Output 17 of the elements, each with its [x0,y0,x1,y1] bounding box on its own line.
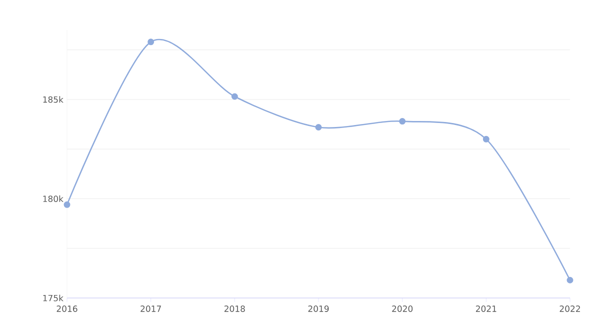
point [315,124,322,131]
point [64,201,70,208]
y-tick-label: 180k [43,195,64,202]
point [482,136,490,142]
point [231,93,238,100]
y-tick-label: 175k [43,294,64,302]
x-tick-label: 2019 [308,306,329,312]
x-tick-label: 2021 [476,306,496,312]
y-tick-label: 185k [43,96,64,103]
x-tick-label: 2017 [140,306,161,312]
x-tick-label: 2018 [224,306,245,312]
point [148,38,154,46]
x-tick-label: 2022 [560,306,580,312]
point [566,276,574,284]
x-tick-label: 2016 [56,306,78,312]
x-tick-label: 2020 [392,306,413,312]
point [399,118,406,125]
